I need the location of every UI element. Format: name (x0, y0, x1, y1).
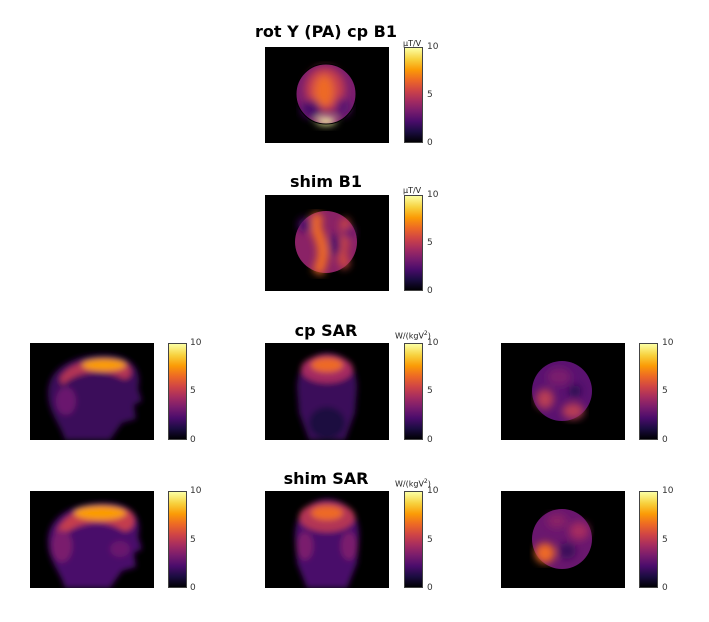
sagittal-sar-shim-map (30, 491, 154, 588)
row4-left-tick-max: 10 (190, 486, 202, 496)
row2-tick-mid: 5 (427, 238, 433, 248)
row3-left-tick-mid: 5 (190, 386, 196, 396)
row3-mid-tick-max: 10 (427, 338, 439, 348)
row2-colorbar (404, 195, 423, 291)
row3-mid-colorbar (404, 343, 423, 440)
coronal-sar-shim-map (265, 491, 389, 588)
axial-b1-shim-map (265, 195, 389, 291)
row3-mid-tick-min: 0 (427, 435, 433, 445)
row3-left-tick-max: 10 (190, 338, 202, 348)
row1-unit: μT/V (403, 39, 422, 48)
row4-mid-tick-min: 0 (427, 583, 433, 593)
coronal-sar-cp-map (265, 343, 389, 440)
row3-unit: W/(kgV2) (395, 330, 431, 341)
row3-right-tick-min: 0 (662, 435, 668, 445)
row2-tick-min: 0 (427, 286, 433, 296)
row4-title: shim SAR (283, 469, 369, 488)
row3-right-colorbar (639, 343, 658, 440)
row3-left-tick-min: 0 (190, 435, 196, 445)
row4-right-tick-max: 10 (662, 486, 674, 496)
axial-b1-cp-map (265, 47, 389, 143)
row2-title: shim B1 (290, 172, 362, 191)
row1-tick-min: 0 (427, 138, 433, 148)
axial-sar-cp-map (501, 343, 625, 440)
row4-unit: W/(kgV2) (395, 478, 431, 489)
row1-tick-mid: 5 (427, 90, 433, 100)
row3-title: cp SAR (294, 321, 358, 340)
row3-left-colorbar (168, 343, 187, 440)
row1-tick-max: 10 (427, 42, 439, 52)
sagittal-sar-cp-map (30, 343, 154, 440)
row1-title: rot Y (PA) cp B1 (255, 22, 397, 41)
row3-right-tick-max: 10 (662, 338, 674, 348)
row2-unit: μT/V (403, 186, 422, 195)
row3-right-tick-mid: 5 (662, 386, 668, 396)
row4-left-tick-mid: 5 (190, 535, 196, 545)
row1-colorbar (404, 47, 423, 143)
row4-mid-tick-mid: 5 (427, 535, 433, 545)
row4-right-tick-mid: 5 (662, 535, 668, 545)
row4-right-colorbar (639, 491, 658, 588)
row4-left-colorbar (168, 491, 187, 588)
row3-mid-tick-mid: 5 (427, 386, 433, 396)
row4-mid-tick-max: 10 (427, 486, 439, 496)
axial-sar-shim-map (501, 491, 625, 588)
row4-mid-colorbar (404, 491, 423, 588)
row2-tick-max: 10 (427, 190, 439, 200)
row4-left-tick-min: 0 (190, 583, 196, 593)
row4-right-tick-min: 0 (662, 583, 668, 593)
